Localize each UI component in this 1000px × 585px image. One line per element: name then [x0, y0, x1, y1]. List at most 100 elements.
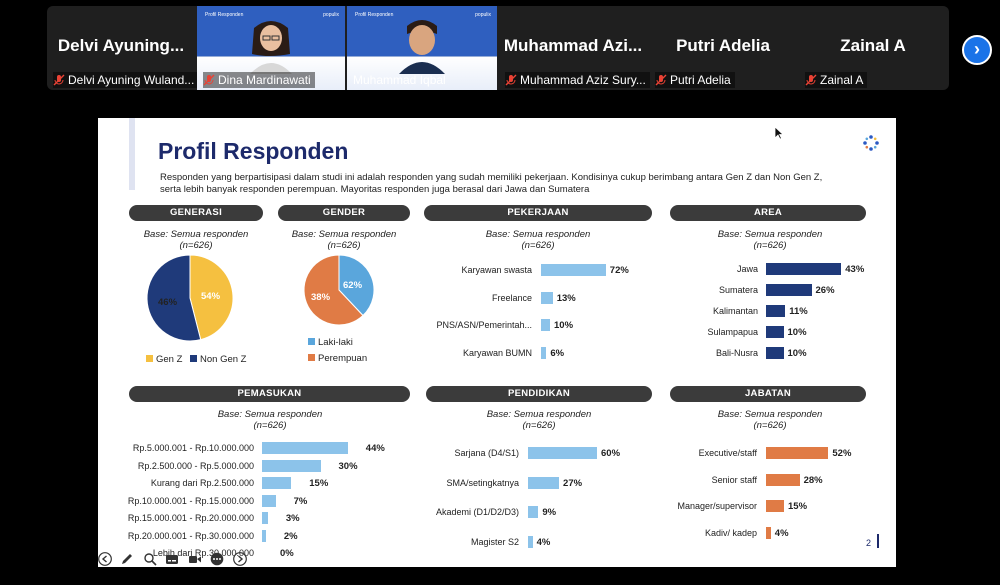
bar-1: [766, 263, 842, 275]
participant-tile[interactable]: Delvi Ayuning... Delvi Ayuning Wuland...: [47, 6, 199, 90]
bar-5: [262, 512, 268, 524]
video-slide-brand: populix: [323, 12, 339, 18]
bar-value-label: 10%: [787, 348, 807, 359]
bar-category-label: Manager/supervisor: [677, 501, 757, 511]
bar-value-label: 2%: [283, 530, 298, 542]
pie-chart: [146, 254, 234, 342]
base-note: Base: Semua responden (n=626): [458, 229, 618, 251]
pie-chart: [303, 254, 375, 326]
bar-2: [766, 284, 812, 296]
bar-2: [262, 459, 321, 472]
bar-category-label: PNS/ASN/Pemerintah...: [436, 320, 532, 330]
base-note-n: (n=626): [753, 420, 787, 431]
legend-item: Gen Z: [146, 354, 182, 365]
person-video-icon: [250, 21, 292, 74]
base-note: Base: Semua responden (n=626): [190, 409, 350, 431]
subtitles-icon[interactable]: [165, 552, 179, 566]
slide-subtitle: Responden yang berpartisipasi dalam stud…: [160, 172, 823, 195]
bar-value-label: 4%: [774, 527, 789, 539]
bar-3: [766, 305, 786, 317]
bar-category-label: Sulampapua: [707, 327, 758, 337]
bar-3: [766, 500, 784, 512]
bar-2: [528, 476, 560, 489]
participant-name: Delvi Ayuning Wuland...: [68, 73, 195, 87]
mic-muted-icon: [53, 74, 65, 86]
section-header: PEKERJAAN: [424, 205, 652, 221]
pie-slice-label: 54%: [201, 291, 221, 302]
base-note-n: (n=626): [521, 240, 555, 251]
participant-video-tile-active[interactable]: Profil Responden populix Muhammad Iqbal: [347, 6, 497, 90]
bar-category-label: Jawa: [736, 264, 758, 274]
bar-1: [766, 447, 829, 459]
bar-value-label: 60%: [601, 448, 621, 459]
bar-category-label: Sarjana (D4/S1): [454, 448, 519, 458]
participant-tile[interactable]: Zainal A Zainal A: [799, 6, 947, 90]
participant-tile[interactable]: Putri Adelia Putri Adelia: [649, 6, 797, 90]
participant-name-label: Zainal A: [805, 72, 868, 88]
base-note: Base: Semua responden (n=626): [264, 229, 424, 251]
next-slide-icon[interactable]: [232, 551, 247, 566]
section-header: GENERASI: [129, 205, 263, 221]
bar-value-label: 15%: [309, 478, 329, 489]
bar-category-label: Rp.5.000.001 - Rp.10.000.000: [132, 443, 254, 453]
pen-icon[interactable]: [120, 552, 134, 566]
participant-video-tile[interactable]: Profil Responden populix Dina Mardinawati: [197, 6, 345, 90]
base-note-line: Base: Semua responden: [717, 229, 823, 240]
video-camera-icon[interactable]: [188, 552, 202, 566]
bar-category-label: Kalimantan: [712, 306, 758, 316]
bar-category-label: Rp.15.000.001 - Rp.20.000.000: [127, 513, 254, 523]
section-header: PENDIDIKAN: [426, 386, 652, 402]
legend-label: Non Gen Z: [200, 354, 247, 365]
base-note: Base: Semua responden (n=626): [459, 409, 619, 431]
bar-category-label: Karyawan BUMN: [462, 347, 532, 358]
more-options-icon[interactable]: [210, 552, 224, 566]
mic-muted-icon: [505, 74, 517, 86]
next-participants-button[interactable]: ›: [962, 35, 992, 65]
bar-category-label: Rp.20.000.001 - Rp.30.000.000: [127, 530, 254, 541]
participant-name: Dina Mardinawati: [218, 73, 311, 87]
base-note-line: Base: Semua responden: [485, 229, 591, 240]
bar-value-label: 10%: [787, 327, 807, 338]
bar-4: [528, 535, 533, 548]
bar-4: [766, 326, 784, 338]
bar-category-label: Karyawan swasta: [461, 265, 532, 275]
participant-big-name: Delvi Ayuning...: [57, 36, 185, 55]
pie-slice-label: 46%: [158, 297, 178, 308]
pie-slice-perempuan: [303, 254, 364, 326]
bar-category-label: Kadiv/ kadep: [704, 527, 757, 538]
base-note-n: (n=626): [253, 420, 287, 431]
video-slide-title: Profil Responden: [355, 12, 394, 18]
bar-6: [262, 529, 266, 542]
bar-category-label: Rp.2.500.000 - Rp.5.000.000: [137, 460, 254, 471]
base-note-n: (n=626): [179, 240, 213, 251]
zoom-icon[interactable]: [143, 552, 157, 566]
bar-category-label: Bali-Nusra: [715, 348, 758, 358]
bar-category-label: Senior staff: [711, 474, 757, 485]
mic-muted-icon: [805, 74, 817, 86]
section-header: PEMASUKAN: [129, 386, 410, 402]
legend-label: Laki-laki: [318, 337, 353, 348]
legend-label: Perempuan: [318, 353, 368, 364]
participant-tile[interactable]: Muhammad Azi... Muhammad Aziz Sury...: [499, 6, 650, 90]
participant-name: Muhammad Iqbal: [353, 73, 446, 87]
bar-category-label: Rp.10.000.001 - Rp.15.000.000: [127, 495, 254, 506]
base-note: Base: Semua responden (n=626): [690, 409, 850, 431]
bar-3: [541, 319, 550, 331]
populix-logo-icon: [863, 135, 879, 151]
bar-category-label: Freelance: [491, 292, 532, 303]
page-number: 2: [866, 538, 872, 548]
mouse-cursor-icon: [774, 126, 784, 140]
participant-name-label: Dina Mardinawati: [203, 72, 315, 88]
bar-value-label: 0%: [280, 548, 294, 559]
bar-category-label: Magister S2: [470, 536, 519, 547]
previous-slide-icon[interactable]: [98, 551, 112, 566]
bar-value-label: 13%: [556, 292, 576, 304]
bar-value-label: 72%: [609, 265, 629, 276]
bar-value-label: 3%: [285, 513, 300, 524]
participant-name: Zainal A: [820, 73, 864, 87]
participant-big-name: Putri Adelia: [676, 36, 770, 55]
bar-1: [541, 264, 606, 276]
bar-category-label: Kurang dari Rp.2.500.000: [150, 478, 254, 488]
bar-4: [766, 526, 771, 539]
person-video-icon: [399, 20, 445, 74]
